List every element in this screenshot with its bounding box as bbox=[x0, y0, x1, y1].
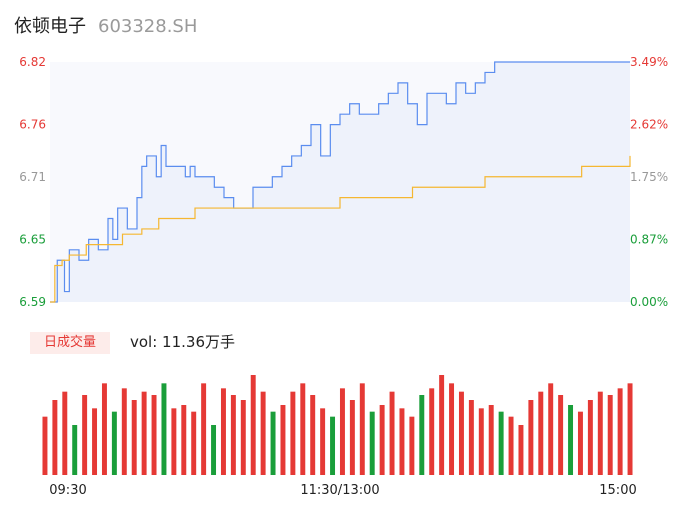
volume-bar bbox=[161, 383, 167, 475]
x-tick-label: 09:30 bbox=[49, 483, 86, 498]
volume-bar bbox=[399, 408, 405, 475]
volume-bar bbox=[369, 411, 375, 475]
volume-bar bbox=[230, 395, 236, 475]
y-tick-label-left: 6.76 bbox=[19, 118, 46, 132]
volume-bar bbox=[538, 391, 544, 475]
y-tick-label-right: 0.87% bbox=[630, 232, 668, 246]
volume-bar bbox=[191, 411, 197, 475]
volume-bar bbox=[62, 391, 68, 475]
volume-bar bbox=[587, 400, 593, 475]
volume-bar bbox=[449, 383, 455, 475]
volume-bar bbox=[419, 395, 425, 475]
volume-bar bbox=[240, 400, 246, 475]
volume-bar bbox=[211, 425, 217, 475]
volume-bar bbox=[220, 388, 226, 475]
volume-bar bbox=[111, 411, 117, 475]
volume-bar bbox=[141, 391, 147, 475]
page-title: 依顿电子 603328.SH bbox=[14, 12, 197, 38]
price-line bbox=[50, 61, 630, 303]
x-tick-label: 15:00 bbox=[599, 483, 636, 498]
price-area bbox=[50, 62, 630, 302]
volume-bar bbox=[607, 395, 613, 475]
volume-bar bbox=[488, 405, 494, 475]
volume-badge: 日成交量 bbox=[30, 332, 110, 354]
volume-bar bbox=[92, 408, 98, 475]
volume-bar bbox=[339, 388, 345, 475]
volume-bar bbox=[280, 405, 286, 475]
volume-bar bbox=[627, 383, 633, 475]
volume-bar bbox=[151, 395, 157, 475]
volume-bar bbox=[52, 400, 58, 475]
volume-bar bbox=[577, 411, 583, 475]
volume-bar bbox=[131, 400, 137, 475]
y-tick-label-right: 0.00% bbox=[630, 295, 668, 309]
volume-bar bbox=[409, 416, 415, 475]
volume-bar bbox=[330, 416, 336, 475]
volume-bar bbox=[101, 383, 107, 475]
volume-bar bbox=[458, 391, 464, 475]
volume-bar bbox=[42, 416, 48, 475]
y-tick-label-right: 3.49% bbox=[630, 55, 668, 69]
y-tick-label-right: 1.75% bbox=[630, 170, 668, 184]
volume-bar bbox=[468, 400, 474, 475]
volume-bar bbox=[349, 400, 355, 475]
average-line bbox=[50, 155, 631, 303]
volume-bar bbox=[359, 383, 365, 475]
volume-bar bbox=[300, 383, 306, 475]
volume-bar bbox=[548, 383, 554, 475]
volume-bar bbox=[478, 408, 484, 475]
volume-bar bbox=[310, 395, 316, 475]
volume-bar bbox=[201, 383, 207, 475]
volume-bar bbox=[82, 395, 88, 475]
volume-bar bbox=[558, 395, 564, 475]
volume-bar bbox=[528, 400, 534, 475]
volume-bar bbox=[379, 405, 385, 475]
volume-bar bbox=[72, 425, 78, 475]
volume-bar bbox=[597, 391, 603, 475]
y-tick-label-left: 6.65 bbox=[19, 232, 46, 246]
volume-bar bbox=[429, 388, 435, 475]
volume-bar bbox=[617, 388, 623, 475]
volume-bar bbox=[181, 405, 187, 475]
volume-bar bbox=[498, 411, 504, 475]
volume-bar bbox=[260, 391, 266, 475]
volume-bar bbox=[250, 375, 256, 475]
volume-bar bbox=[171, 408, 177, 475]
stock-name: 依顿电子 bbox=[14, 16, 86, 37]
volume-label: vol: 11.36万手 bbox=[130, 333, 235, 351]
volume-bar bbox=[508, 416, 514, 475]
stock-code: 603328.SH bbox=[98, 16, 198, 37]
volume-bar bbox=[439, 375, 445, 475]
volume-bar bbox=[568, 405, 574, 475]
volume-bar bbox=[270, 411, 276, 475]
y-tick-label-right: 2.62% bbox=[630, 118, 668, 132]
volume-bar bbox=[518, 425, 524, 475]
y-tick-label-left: 6.82 bbox=[19, 55, 46, 69]
volume-bar bbox=[389, 391, 395, 475]
y-tick-label-left: 6.59 bbox=[19, 295, 46, 309]
volume-bar bbox=[320, 408, 326, 475]
y-tick-label-left: 6.71 bbox=[19, 170, 46, 184]
volume-bar bbox=[121, 388, 127, 475]
x-tick-label: 11:30/13:00 bbox=[300, 483, 379, 498]
volume-bar bbox=[290, 391, 296, 475]
